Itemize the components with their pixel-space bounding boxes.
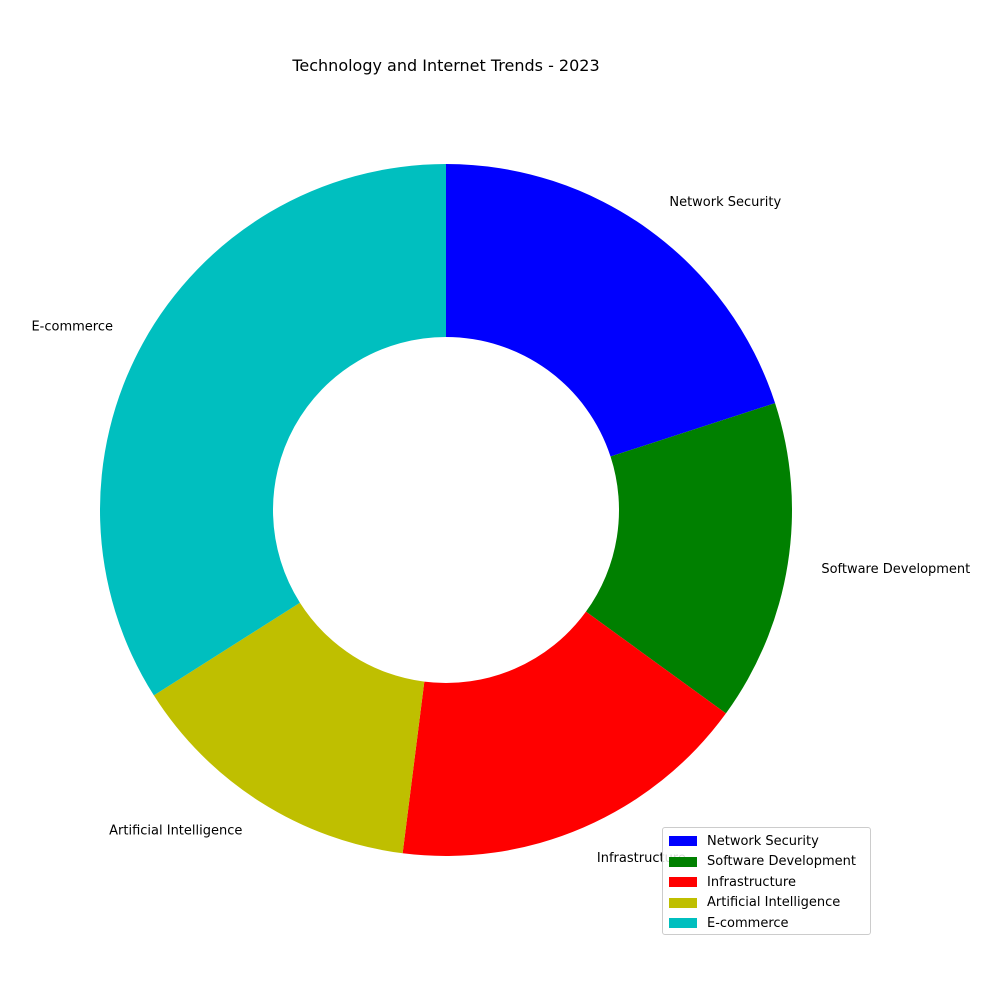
legend-item-artificial-intelligence: Artificial Intelligence bbox=[669, 893, 870, 914]
legend-label: Infrastructure bbox=[707, 874, 796, 890]
legend-label: Artificial Intelligence bbox=[707, 895, 841, 911]
slice-artificial-intelligence bbox=[153, 602, 425, 854]
legend-item-software-development: Software Development bbox=[669, 852, 870, 873]
legend-swatch bbox=[669, 836, 697, 847]
legend-swatch bbox=[669, 918, 697, 929]
slice-e-commerce bbox=[100, 163, 446, 696]
slice-software-development bbox=[585, 403, 793, 714]
legend-label: Network Security bbox=[707, 833, 819, 849]
slice-label-software-development: Software Development bbox=[821, 562, 970, 577]
legend-item-e-commerce: E-commerce bbox=[669, 913, 870, 934]
legend-item-network-security: Network Security bbox=[669, 831, 870, 852]
legend-swatch bbox=[669, 856, 697, 867]
chart-title: Technology and Internet Trends - 2023 bbox=[291, 56, 599, 75]
slice-network-security bbox=[446, 164, 776, 457]
legend-swatch bbox=[669, 877, 697, 888]
legend-item-infrastructure: Infrastructure bbox=[669, 872, 870, 893]
chart-legend: Network Security Software Development Infr… bbox=[662, 827, 871, 935]
donut-slices bbox=[100, 163, 793, 856]
slice-label-artificial-intelligence: Artificial Intelligence bbox=[109, 823, 242, 838]
slice-infrastructure bbox=[402, 611, 726, 856]
slice-label-network-security: Network Security bbox=[669, 195, 781, 210]
legend-swatch bbox=[669, 897, 697, 908]
slice-label-e-commerce: E-commerce bbox=[31, 319, 113, 334]
legend-label: Software Development bbox=[707, 854, 856, 870]
legend-label: E-commerce bbox=[707, 915, 789, 931]
